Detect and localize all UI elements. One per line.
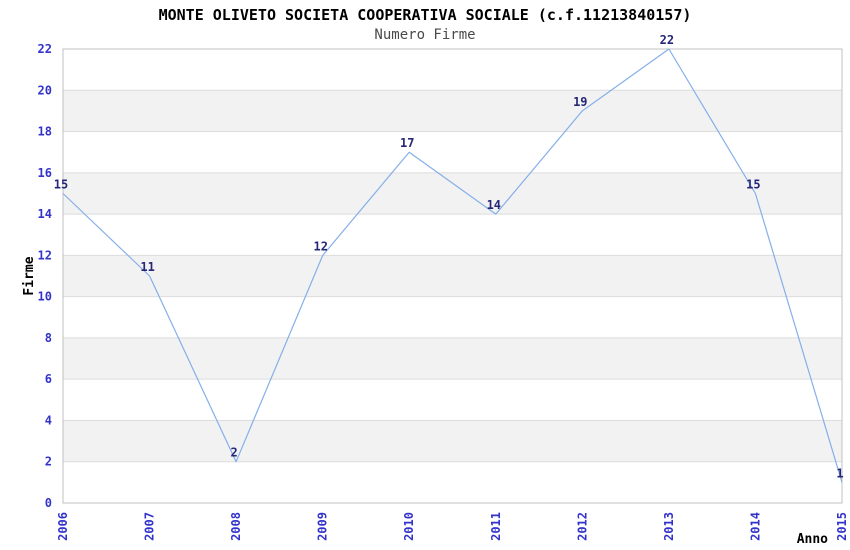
plot-band (63, 461, 842, 503)
y-tick-label: 0 (45, 496, 52, 510)
x-tick-label: 2013 (662, 512, 676, 541)
y-tick-label: 18 (38, 125, 52, 139)
chart-title: MONTE OLIVETO SOCIETA COOPERATIVA SOCIAL… (158, 6, 692, 24)
y-tick-label: 14 (38, 207, 52, 221)
plot-band (63, 214, 842, 256)
data-label: 14 (487, 198, 501, 212)
data-label: 1 (836, 466, 843, 480)
data-label: 22 (660, 33, 674, 47)
y-tick-label: 22 (38, 42, 52, 56)
plot-band (63, 379, 842, 421)
data-label: 17 (400, 136, 414, 150)
data-label: 12 (313, 239, 327, 253)
y-tick-label: 2 (45, 455, 52, 469)
x-tick-label: 2009 (316, 512, 330, 541)
plot-band (63, 296, 842, 338)
data-label: 2 (230, 446, 237, 460)
x-tick-label: 2014 (748, 512, 762, 541)
x-tick-label: 2011 (489, 512, 503, 541)
data-label: 15 (746, 178, 760, 192)
plot-band (63, 172, 842, 215)
y-tick-label: 4 (45, 414, 52, 428)
chart-subtitle: Numero Firme (374, 27, 476, 43)
data-label: 19 (573, 95, 587, 109)
plot-band (63, 90, 842, 132)
plot-band (63, 420, 842, 462)
x-tick-label: 2010 (402, 512, 416, 541)
x-tick-label: 2012 (575, 512, 589, 541)
x-tick-label: 2007 (143, 512, 157, 541)
x-tick-label: 2006 (56, 512, 70, 541)
x-tick-label: 2008 (229, 512, 243, 541)
plot-band (63, 337, 842, 380)
y-tick-label: 8 (45, 331, 52, 345)
y-axis-title: Firme (22, 256, 37, 295)
y-tick-label: 12 (38, 248, 52, 262)
y-tick-label: 16 (38, 166, 52, 180)
data-line (62, 48, 843, 483)
plot-border (62, 48, 843, 504)
y-tick-label: 10 (38, 290, 52, 304)
y-tick-label: 6 (45, 372, 52, 386)
y-tick-label: 20 (38, 83, 52, 97)
plot-band (63, 49, 842, 91)
data-label: 11 (140, 260, 154, 274)
x-tick-label: 2015 (835, 512, 849, 541)
plot-band (63, 131, 842, 173)
data-label: 15 (54, 178, 68, 192)
plot-band (63, 255, 842, 297)
x-axis-title: Anno (797, 532, 828, 547)
